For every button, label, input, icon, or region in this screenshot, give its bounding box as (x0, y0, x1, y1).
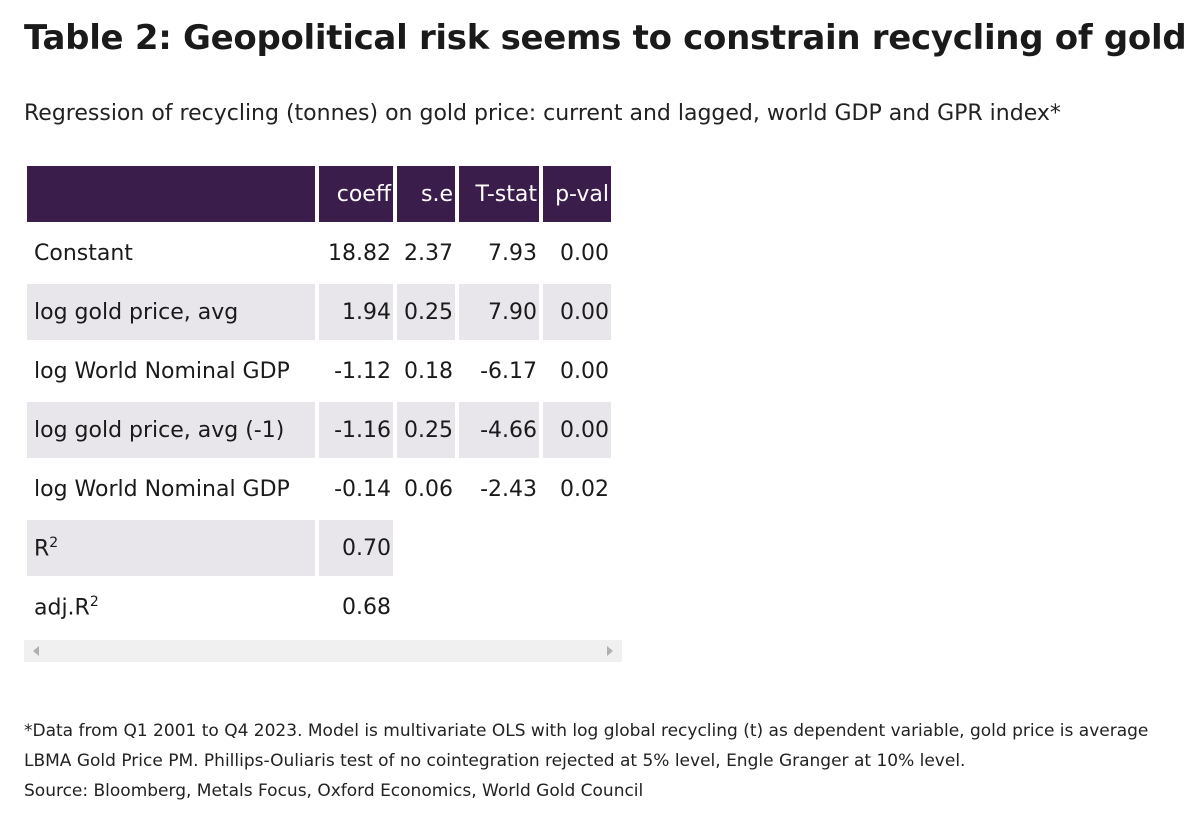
source-text: Source: Bloomberg, Metals Focus, Oxford … (24, 781, 644, 801)
cell-tstat: -4.66 (459, 402, 539, 458)
cell-coeff: 0.68 (342, 594, 391, 620)
scroll-left-arrow-icon[interactable] (33, 646, 39, 656)
cell-coeff: 1.94 (319, 284, 393, 340)
table-row: log gold price, avg (-1) -1.16 0.25 -4.6… (27, 402, 611, 458)
row-label: log gold price, avg (27, 284, 315, 340)
row-label: adj.R2 (27, 579, 315, 635)
row-label: log gold price, avg (-1) (27, 402, 315, 458)
header-coeff: coeff (319, 166, 393, 222)
cell-empty (459, 520, 539, 576)
table-row: adj.R2 0.68 (27, 579, 611, 635)
row-label: log World Nominal GDP (34, 358, 290, 384)
table-subtitle: Regression of recycling (tonnes) on gold… (24, 101, 1061, 126)
cell-coeff: -1.16 (319, 402, 393, 458)
cell-pval: 0.00 (543, 284, 611, 340)
table-row: log World Nominal GDP -0.14 0.06 -2.43 0… (27, 461, 611, 517)
cell-pval: 0.00 (560, 240, 609, 266)
r-squared-label: R (34, 536, 50, 562)
cell-pval: 0.00 (560, 358, 609, 384)
superscript: 2 (89, 593, 99, 610)
cell-tstat: -2.43 (480, 476, 537, 502)
header-blank (27, 166, 315, 222)
table-header-row: coeff s.e T-stat p-val (27, 166, 611, 222)
regression-table: coeff s.e T-stat p-val Constant 18.82 2.… (23, 163, 615, 638)
table-row: log World Nominal GDP -1.12 0.18 -6.17 0… (27, 343, 611, 399)
cell-empty (397, 579, 455, 635)
cell-se: 0.18 (404, 358, 453, 384)
cell-se: 2.37 (404, 240, 453, 266)
superscript: 2 (49, 534, 59, 551)
cell-tstat: 7.93 (488, 240, 537, 266)
footnotes: *Data from Q1 2001 to Q4 2023. Model is … (24, 716, 1184, 806)
cell-se: 0.06 (404, 476, 453, 502)
cell-empty (543, 579, 611, 635)
cell-se: 0.25 (397, 402, 455, 458)
row-label: R2 (27, 520, 315, 576)
cell-se: 0.25 (397, 284, 455, 340)
page-title: Table 2: Geopolitical risk seems to cons… (24, 18, 1187, 58)
cell-coeff: -0.14 (334, 476, 391, 502)
cell-coeff: 18.82 (328, 240, 391, 266)
adj-r-squared-label: adj.R (34, 595, 90, 621)
regression-table-container: coeff s.e T-stat p-val Constant 18.82 2.… (24, 163, 622, 638)
table-row: R2 0.70 (27, 520, 611, 576)
row-label: log World Nominal GDP (34, 476, 290, 502)
header-pval: p-val (543, 166, 611, 222)
header-tstat: T-stat (459, 166, 539, 222)
cell-pval: 0.00 (543, 402, 611, 458)
cell-coeff: -1.12 (334, 358, 391, 384)
table-row: log gold price, avg 1.94 0.25 7.90 0.00 (27, 284, 611, 340)
horizontal-scrollbar[interactable] (24, 640, 622, 662)
scroll-right-arrow-icon[interactable] (607, 646, 613, 656)
cell-empty (459, 579, 539, 635)
cell-pval: 0.02 (560, 476, 609, 502)
cell-empty (543, 520, 611, 576)
cell-tstat: 7.90 (459, 284, 539, 340)
cell-coeff: 0.70 (319, 520, 393, 576)
footnote-text: *Data from Q1 2001 to Q4 2023. Model is … (24, 721, 1149, 771)
table-row: Constant 18.82 2.37 7.93 0.00 (27, 225, 611, 281)
header-se: s.e (397, 166, 455, 222)
row-label: Constant (34, 240, 133, 266)
cell-tstat: -6.17 (480, 358, 537, 384)
cell-empty (397, 520, 455, 576)
